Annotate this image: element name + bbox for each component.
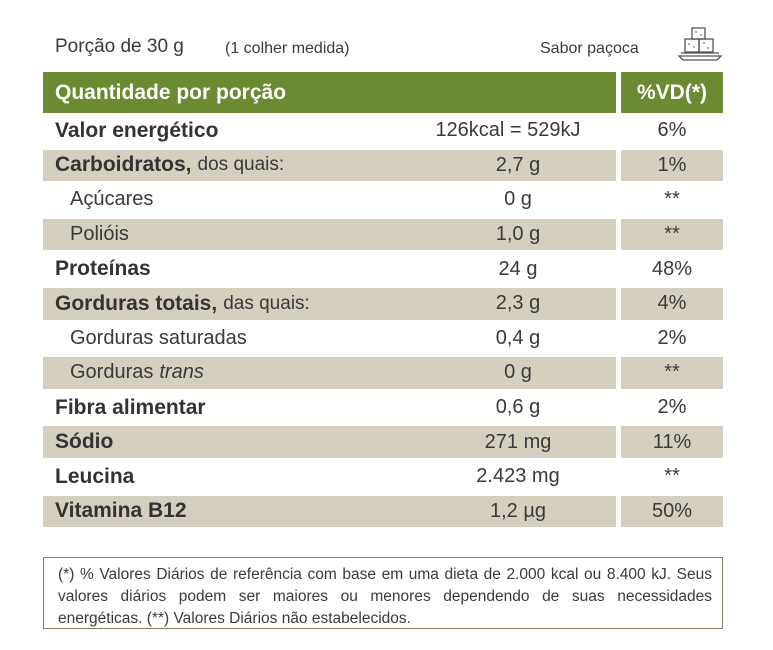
nutrient-amount: 2.423 mg xyxy=(476,465,560,488)
header-daily-value: %VD(*) xyxy=(621,72,723,113)
nutrient-amount: 0,6 g xyxy=(495,396,541,419)
table-row: Açúcares 0 g ** xyxy=(43,182,723,217)
table-row: Gorduras totais, das quais: 2,3 g 4% xyxy=(43,286,723,321)
table-row: Sódio 271 mg 11% xyxy=(43,424,723,459)
nutrient-suffix: dos quais: xyxy=(197,154,285,176)
nutrient-name: Fibra alimentar xyxy=(55,395,206,419)
nutrient-name: Açúcares xyxy=(70,188,154,211)
footnote: (*) % Valores Diários de referência com … xyxy=(43,557,723,629)
nutrient-amount: 0 g xyxy=(504,361,532,384)
nutrient-vd: 2% xyxy=(657,396,687,419)
nutrient-amount: 0 g xyxy=(504,188,532,211)
portion-size: Porção de 30 g xyxy=(55,36,184,57)
nutrient-vd: 11% xyxy=(652,430,692,453)
table-header: Quantidade por porção %VD(*) xyxy=(43,72,723,113)
nutrient-suffix: trans xyxy=(159,361,204,384)
table-row: Gorduras saturadas 0,4 g 2% xyxy=(43,321,723,356)
nutrient-amount: 24 g xyxy=(498,257,538,280)
nutrient-suffix: das quais: xyxy=(223,292,310,314)
pacoca-sweet-icon xyxy=(677,27,723,61)
table-row: Fibra alimentar 0,6 g 2% xyxy=(43,390,723,425)
portion-note: (1 colher medida) xyxy=(225,40,350,57)
nutrient-vd: 48% xyxy=(651,257,693,280)
nutrient-amount: 271 mg xyxy=(484,430,552,453)
nutrient-amount: 126kcal = 529kJ xyxy=(435,119,581,142)
nutrient-vd: 2% xyxy=(657,326,687,349)
flavor-label: Sabor paçoca xyxy=(540,40,639,57)
nutrient-vd: ** xyxy=(664,465,680,488)
table-row: Polióis 1,0 g ** xyxy=(43,217,723,252)
nutrient-name: Carboidratos, dos quais: xyxy=(55,153,285,177)
nutrition-table: Quantidade por porção %VD(*) Valor energ… xyxy=(43,72,723,528)
table-row: Carboidratos, dos quais: 2,7 g 1% xyxy=(43,148,723,183)
nutrient-vd: 1% xyxy=(657,153,687,176)
nutrient-vd: 4% xyxy=(657,292,687,315)
nutrient-amount: 2,3 g xyxy=(495,292,541,315)
header-quantity: Quantidade por porção xyxy=(43,72,616,113)
nutrient-amount: 1,0 g xyxy=(495,223,541,246)
nutrient-name: Leucina xyxy=(55,464,135,488)
table-row: Valor energético 126kcal = 529kJ 6% xyxy=(43,113,723,148)
nutrient-name: Proteínas xyxy=(55,257,151,281)
portion-header: Porção de 30 g (1 colher medida) Sabor p… xyxy=(43,27,723,68)
nutrient-name: Polióis xyxy=(70,223,129,246)
table-row: Gorduras trans 0 g ** xyxy=(43,355,723,390)
nutrient-name: Gorduras totais, das quais: xyxy=(55,291,310,315)
nutrient-name: Valor energético xyxy=(55,118,219,142)
nutrient-name: Gorduras saturadas xyxy=(70,326,247,349)
nutrient-name: Gorduras trans xyxy=(70,361,204,384)
table-row: Vitamina B12 1,2 µg 50% xyxy=(43,494,723,529)
nutrient-vd: 50% xyxy=(651,499,693,522)
nutrient-amount: 1,2 µg xyxy=(489,499,546,522)
nutrient-vd: ** xyxy=(664,223,680,246)
nutrient-amount: 0,4 g xyxy=(495,326,541,349)
nutrient-name: Vitamina B12 xyxy=(55,499,187,523)
nutrient-vd: ** xyxy=(664,361,680,384)
nutrient-vd: ** xyxy=(664,188,680,211)
nutrient-vd: 6% xyxy=(657,119,687,142)
table-row: Proteínas 24 g 48% xyxy=(43,251,723,286)
table-row: Leucina 2.423 mg ** xyxy=(43,459,723,494)
nutrient-amount: 2,7 g xyxy=(495,153,541,176)
nutrient-name: Sódio xyxy=(55,430,114,454)
